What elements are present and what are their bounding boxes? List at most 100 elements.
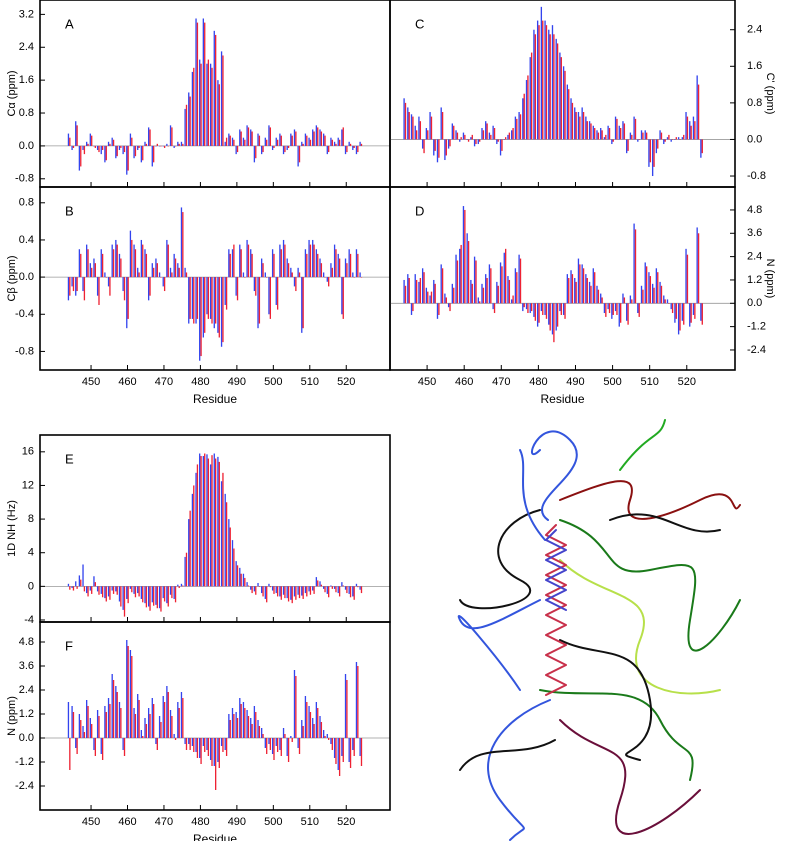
bar — [67, 277, 70, 301]
bar — [601, 297, 603, 304]
bar — [530, 303, 533, 312]
bar — [199, 59, 201, 146]
bar — [228, 133, 230, 146]
bar — [182, 585, 184, 587]
bar — [67, 702, 70, 738]
bar — [239, 129, 241, 146]
bar — [692, 116, 695, 140]
bar — [352, 738, 354, 750]
bar — [320, 584, 323, 587]
bar — [107, 698, 110, 738]
bar — [291, 272, 293, 278]
bar — [564, 303, 566, 319]
x-tick-label: 470 — [155, 376, 173, 388]
bar — [538, 303, 540, 323]
bar — [611, 139, 613, 145]
bar — [301, 720, 303, 738]
bar — [507, 134, 509, 140]
bar — [155, 738, 157, 744]
bar — [441, 112, 444, 140]
bar — [160, 277, 162, 278]
bar — [235, 561, 237, 587]
bar — [642, 289, 644, 304]
bar — [133, 586, 135, 594]
bar — [564, 70, 566, 140]
bar — [195, 472, 197, 587]
bar — [459, 139, 461, 142]
y-tick-label: 4.8 — [747, 204, 762, 216]
bar — [675, 137, 677, 140]
bar — [120, 586, 122, 607]
bar — [200, 456, 202, 587]
y-axis-label: N (ppm) — [6, 696, 18, 736]
bar — [523, 303, 525, 308]
bar — [96, 710, 99, 738]
bar — [302, 143, 304, 146]
bar — [309, 586, 312, 595]
y-tick-label: 12 — [22, 479, 34, 491]
bar — [166, 686, 168, 738]
bar — [268, 125, 270, 146]
bar — [160, 586, 162, 612]
bar — [679, 303, 681, 331]
bar — [195, 738, 197, 752]
bar — [149, 586, 151, 611]
panel-label: D — [415, 203, 424, 218]
bar — [330, 137, 332, 146]
bar — [107, 586, 110, 597]
bar — [91, 586, 93, 594]
bar — [244, 577, 246, 587]
bar — [430, 116, 433, 140]
bar — [533, 303, 535, 317]
bar — [346, 145, 348, 153]
bar — [100, 738, 102, 754]
bar — [83, 277, 86, 301]
bar — [196, 464, 199, 587]
bar — [69, 738, 71, 770]
bar — [538, 25, 540, 140]
bar — [142, 145, 144, 161]
bar — [273, 586, 275, 594]
bar — [133, 145, 135, 159]
bar — [508, 132, 511, 140]
y-axis-label: C' (ppm) — [764, 73, 776, 115]
bar — [655, 139, 658, 154]
bar — [309, 712, 312, 738]
bar — [689, 121, 691, 140]
bar — [330, 585, 332, 587]
bar — [87, 586, 89, 597]
bar — [255, 712, 257, 738]
x-tick-label: 480 — [191, 816, 209, 828]
bar — [109, 143, 111, 146]
bar — [549, 34, 551, 140]
bar — [98, 586, 100, 595]
bar — [514, 116, 517, 140]
bar — [123, 586, 126, 617]
bar — [290, 586, 292, 600]
bar — [456, 132, 459, 140]
bar — [222, 738, 224, 752]
bar — [449, 303, 451, 312]
bar — [153, 267, 155, 278]
bar — [171, 586, 173, 599]
panel-label: F — [65, 638, 73, 653]
bar — [228, 249, 230, 278]
bar — [519, 114, 522, 140]
bar — [438, 303, 440, 315]
x-tick-label: 510 — [640, 376, 658, 388]
bar — [694, 303, 696, 319]
bar — [86, 586, 88, 594]
bar — [585, 274, 587, 304]
bar — [76, 125, 78, 146]
bar — [275, 738, 277, 746]
bar — [421, 139, 424, 149]
bar — [523, 93, 525, 140]
bar — [255, 586, 257, 595]
bar — [218, 84, 220, 146]
bar — [408, 278, 410, 304]
bar — [357, 145, 359, 153]
bar — [180, 692, 183, 738]
bar — [144, 586, 146, 604]
bar — [204, 453, 206, 587]
x-tick-label: 520 — [337, 376, 355, 388]
